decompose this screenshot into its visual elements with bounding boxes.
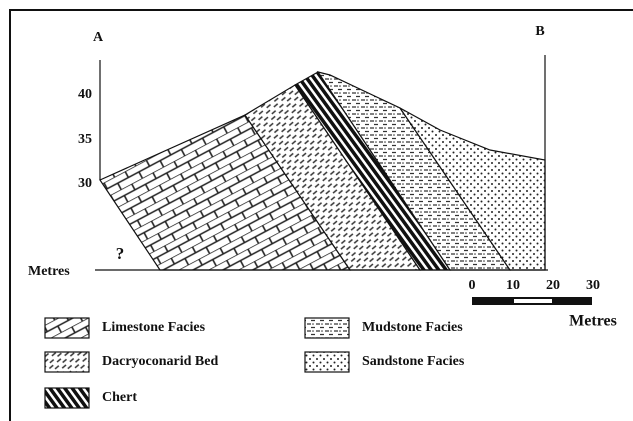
- scale-label: 10: [506, 278, 520, 293]
- elevation-label: 40: [78, 87, 92, 102]
- legend-label: Dacryoconarid Bed: [102, 354, 218, 369]
- elevation-label: 35: [78, 132, 92, 147]
- unknown-mark: ?: [116, 244, 125, 263]
- scale-label: 0: [469, 278, 476, 293]
- scale-bar-segment: [514, 299, 552, 303]
- scale-bar: 0 10 20 30 Metres: [469, 278, 617, 329]
- end-label: A: [93, 30, 104, 45]
- legend-label: Chert: [102, 390, 137, 405]
- legend-swatch: [45, 318, 89, 338]
- legend-swatch: [305, 318, 349, 338]
- cross-section: [95, 55, 548, 270]
- legend-label: Sandstone Facies: [362, 354, 465, 369]
- elevation-unit: Metres: [28, 264, 70, 279]
- scale-label: 20: [546, 278, 560, 293]
- diagram: A B 40 35 30 Metres ? 0 10 20 30 Metres …: [0, 0, 633, 421]
- legend-swatch: [305, 352, 349, 372]
- legend-swatch: [45, 352, 89, 372]
- legend-label: Mudstone Facies: [362, 320, 463, 335]
- legend-swatch: [45, 388, 89, 408]
- scale-label: 30: [586, 278, 600, 293]
- end-label: B: [535, 24, 544, 39]
- scale-unit: Metres: [569, 313, 617, 330]
- legend-label: Limestone Facies: [102, 320, 206, 335]
- elevation-label: 30: [78, 176, 92, 191]
